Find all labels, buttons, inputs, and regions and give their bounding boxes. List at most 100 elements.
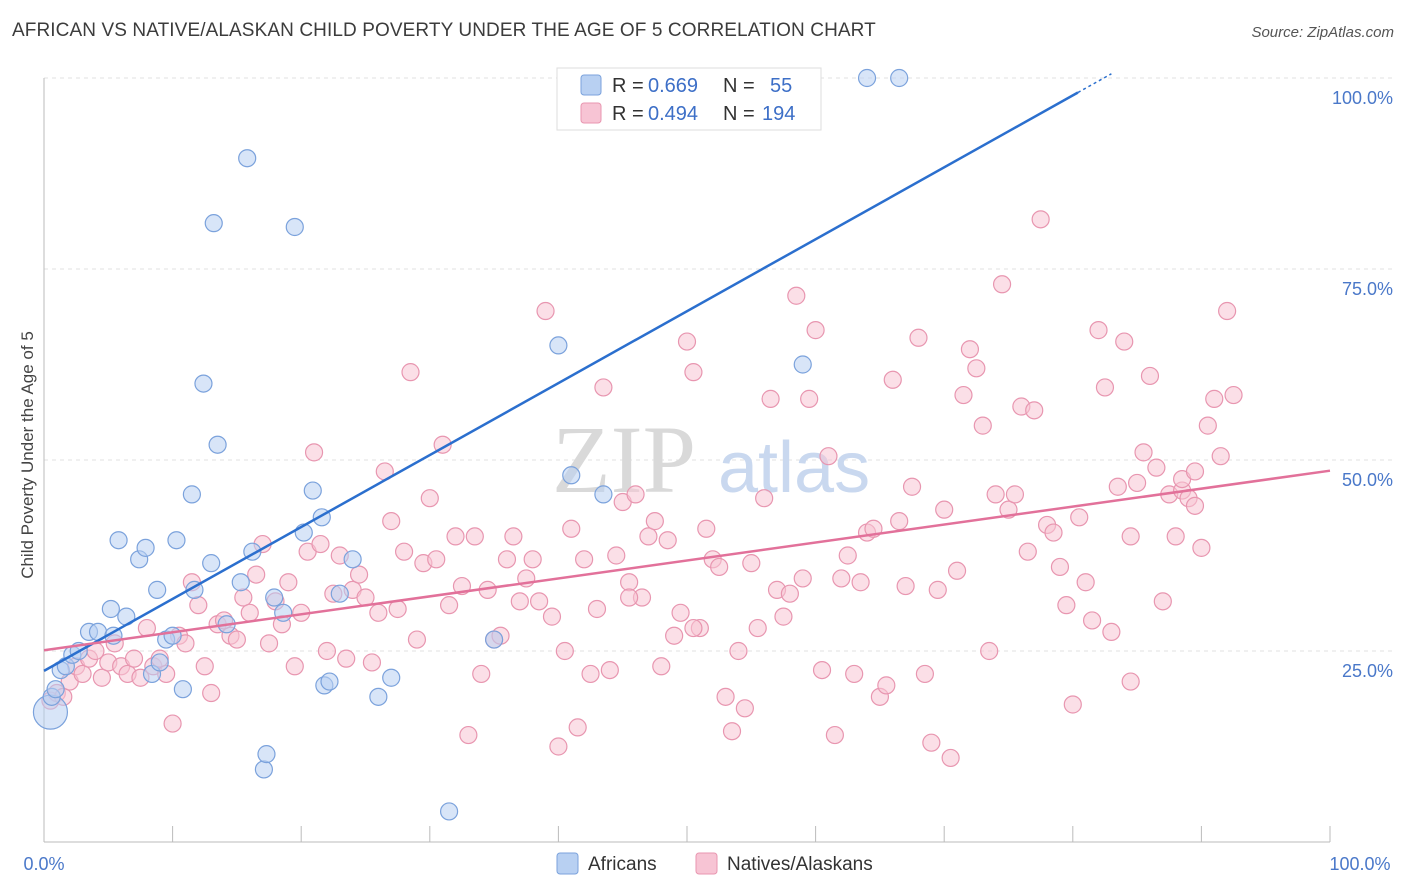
africans-point (182, 485, 201, 504)
natives-point (1025, 401, 1044, 420)
natives-point (1082, 611, 1102, 630)
natives-point (497, 550, 517, 569)
natives-point (909, 328, 928, 347)
natives-point (73, 664, 92, 684)
natives-point (877, 676, 896, 695)
natives-point (163, 714, 182, 733)
legend-n-natives: 194 (762, 103, 795, 125)
natives-point (902, 477, 922, 496)
natives-point (986, 485, 1005, 504)
natives-point (195, 657, 214, 676)
natives-point (1108, 477, 1127, 496)
legend-r-label-natives: R = (612, 103, 644, 125)
natives-point (459, 725, 478, 745)
natives-point (1057, 596, 1076, 615)
natives-point (446, 527, 465, 546)
africans-point (343, 550, 362, 569)
natives-point (748, 618, 767, 638)
bottom-legend-africans: Africans (588, 854, 657, 875)
natives-point (439, 596, 459, 615)
natives-point (793, 569, 812, 588)
bottom-legend: Africans Natives/Alaskans (556, 852, 873, 875)
natives-point (1134, 443, 1153, 462)
natives-point (626, 485, 645, 504)
natives-point (562, 519, 581, 538)
natives-point (427, 550, 446, 569)
natives-point (1192, 538, 1211, 557)
natives-point (607, 546, 626, 565)
x-tick-label-max: 100.0% (1329, 854, 1390, 874)
africans-point (857, 68, 877, 88)
natives-point (202, 683, 221, 703)
natives-point (1211, 447, 1230, 466)
africans-point (163, 626, 182, 645)
top-legend: R = 0.669 N = 55 R = 0.494 N = 194 (556, 67, 822, 131)
natives-point (806, 321, 825, 340)
natives-point (832, 569, 851, 588)
natives-point (812, 660, 832, 680)
natives-point (234, 588, 253, 607)
y-tick-label-75: 75.0% (1342, 279, 1393, 299)
africans-point (485, 630, 504, 649)
africans-point (150, 653, 169, 672)
natives-point (311, 534, 330, 554)
natives-point (465, 527, 484, 546)
africans-point (46, 680, 65, 699)
bottom-legend-swatch-africans (556, 852, 579, 875)
africans-point (231, 573, 250, 592)
natives-point (941, 748, 960, 768)
natives-point (1005, 485, 1025, 504)
natives-point (542, 607, 562, 626)
natives-point (362, 653, 382, 672)
natives-point (652, 657, 671, 676)
natives-point (935, 500, 954, 519)
legend-swatch-africans (580, 74, 602, 96)
natives-point (819, 447, 838, 466)
natives-point (382, 512, 401, 531)
natives-point (472, 664, 491, 684)
legend-n-label-natives: N = (723, 103, 755, 125)
natives-point (581, 664, 600, 684)
natives-point (388, 599, 407, 619)
natives-point (729, 641, 748, 661)
africans-point (148, 580, 167, 599)
natives-point (928, 580, 947, 599)
natives-point (1102, 622, 1121, 642)
natives-point (980, 641, 999, 661)
africans-point (594, 485, 613, 504)
legend-r-label-africans: R = (612, 75, 644, 97)
natives-point (1121, 672, 1140, 691)
africans-point (238, 149, 257, 168)
natives-point (1050, 557, 1070, 577)
africans-point (265, 588, 284, 607)
natives-point (742, 554, 761, 573)
natives-point (1063, 695, 1082, 714)
natives-point (665, 626, 684, 645)
natives-point (620, 588, 639, 607)
africans-point (257, 745, 276, 764)
natives-point (240, 603, 259, 622)
natives-point (1185, 496, 1205, 515)
natives-point (1153, 592, 1172, 611)
natives-point (285, 657, 304, 676)
africans-point (109, 531, 128, 550)
natives-point (1205, 389, 1224, 408)
natives-point (1127, 473, 1147, 493)
natives-point (774, 607, 793, 626)
africans-point (136, 538, 155, 557)
natives-point (787, 286, 806, 305)
natives-point (536, 301, 555, 321)
africans-point (173, 680, 192, 699)
africans-point (562, 466, 581, 485)
natives-point (1031, 210, 1050, 229)
natives-point (954, 385, 973, 405)
africans-point (320, 672, 339, 691)
natives-point (1089, 321, 1108, 340)
africans-point (303, 481, 322, 500)
africans-point (369, 687, 388, 706)
natives-point (992, 275, 1012, 294)
natives-point (735, 699, 754, 718)
natives-point (800, 389, 819, 408)
legend-r-natives: 0.494 (648, 103, 698, 125)
